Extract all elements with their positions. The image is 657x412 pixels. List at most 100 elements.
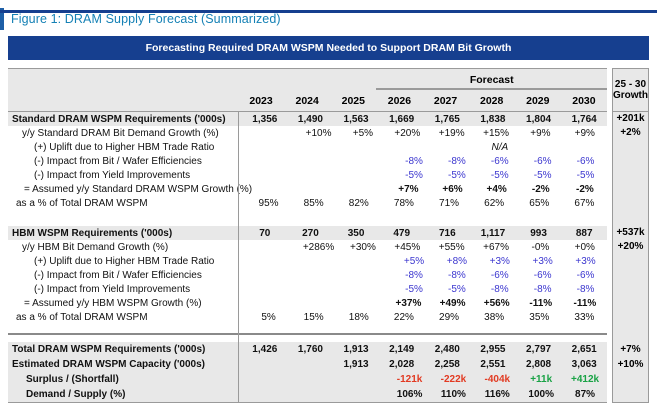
table-row: Surplus / (Shortfall) -121k -222k -404k +11k… <box>8 372 608 387</box>
growth-cell: +201k <box>616 113 645 124</box>
value-cell: +56% <box>483 297 510 309</box>
forecast-header-cols: Forecast <box>238 69 608 90</box>
value-cell: 29% <box>439 311 460 323</box>
row-label: y/y Standard DRAM Bit Demand Growth (%) <box>22 127 219 139</box>
forecast-header-row: Forecast <box>8 69 608 90</box>
value-cell: 2,149 <box>389 344 415 355</box>
row-values: 1,356 1,490 1,563 1,669 1,765 1,838 1,804 1,764 <box>242 112 607 126</box>
value-cell: +3% <box>489 255 510 267</box>
value-cell: 2,480 <box>434 344 460 355</box>
value-cell: +3% <box>532 255 553 267</box>
value-cell: -5% <box>490 169 509 181</box>
table-row: (+) Uplift due to Higher HBM Trade Ratio… <box>8 140 607 154</box>
row-values: +7% +6% +4% -2% -2% <box>254 182 607 196</box>
row-values: 95% 85% 82% 78% 71% 62% 65% 67% <box>246 196 607 210</box>
table-body: Standard DRAM WSPM Requirements ('000s) 1… <box>8 112 608 403</box>
value-cell: 2,955 <box>480 344 506 355</box>
value-cell: 1,117 <box>480 227 506 239</box>
growth-cell <box>613 168 648 182</box>
growth-box-body: +201k +2% +537k +20% +7% +10% <box>613 112 648 402</box>
forecast-table: Forecast 2023 2024 2025 2026 2027 2028 2029 203… <box>8 68 649 403</box>
value-cell: +10% <box>305 127 332 139</box>
year-header-cells: 2023 2024 2025 2026 2027 2028 2029 2030 <box>238 95 607 107</box>
row-label: as a % of Total DRAM WSPM <box>16 197 148 209</box>
value-cell: 1,669 <box>389 113 415 125</box>
table-row: = Assumed y/y Standard DRAM WSPM Growth … <box>8 182 607 196</box>
value-cell: 78% <box>393 197 414 209</box>
value-cell: -6% <box>490 155 509 167</box>
row-label: (+) Uplift due to Higher HBM Trade Ratio <box>34 141 215 153</box>
row-label: Estimated DRAM WSPM Capacity ('000s) <box>12 359 205 370</box>
value-cell: 2,028 <box>389 359 415 370</box>
value-cell: +7% <box>398 183 419 195</box>
row-values: 1,913 2,028 2,258 2,551 2,808 3,063 <box>242 357 607 372</box>
year-column-header: 2027 <box>433 94 458 107</box>
table-row: (-) Impact from Yield Improvements -5% -5%… <box>8 282 607 296</box>
growth-cell <box>613 140 648 154</box>
row-values: -5% -5% -8% -8% -8% <box>264 282 607 296</box>
value-cell: -6% <box>533 269 552 281</box>
table-banner: Forecasting Required DRAM WSPM Needed to… <box>8 36 649 60</box>
value-cell: -8% <box>448 269 466 281</box>
value-cell: -6% <box>533 155 552 167</box>
value-cell: -8% <box>576 283 595 295</box>
growth-section-gap <box>613 210 648 226</box>
year-column-header: 2030 <box>572 94 596 107</box>
value-cell: -5% <box>405 283 423 295</box>
value-cell: N/A <box>491 141 509 153</box>
value-cell: -6% <box>576 155 595 167</box>
value-cell: +30% <box>350 241 376 253</box>
value-cell: 106% <box>396 389 423 400</box>
row-values: +286% +30% +45% +55% +67% -0% +0% <box>252 240 607 254</box>
value-cell: 87% <box>575 389 596 400</box>
value-cell: +0% <box>574 241 595 253</box>
growth-cell <box>613 282 648 296</box>
value-cell: -11% <box>529 297 553 309</box>
growth-cell: +2% <box>620 127 641 138</box>
growth-cell <box>613 182 648 196</box>
table-row: HBM WSPM Requirements ('000s) 70 270 350 479… <box>8 226 608 240</box>
value-cell: +67% <box>483 241 509 253</box>
value-cell: -5% <box>576 169 595 181</box>
value-cell: -11% <box>573 297 597 309</box>
table-row: as a % of Total DRAM WSPM 95% 85% 82% 78% 71%… <box>8 196 607 210</box>
value-cell: 1,760 <box>297 344 323 355</box>
row-label: as a % of Total DRAM WSPM <box>16 311 148 323</box>
value-cell: 110% <box>440 389 466 400</box>
value-cell: 350 <box>347 227 365 239</box>
value-cell: 67% <box>574 197 595 209</box>
value-cell: 1,765 <box>434 113 460 125</box>
value-cell: 85% <box>303 197 324 209</box>
table-row: = Assumed y/y HBM WSPM Growth (%) +37% +49… <box>8 296 607 310</box>
forecast-span-label: Forecast <box>376 69 608 90</box>
row-values: -121k -222k -404k +11k +412k <box>256 372 607 387</box>
growth-cell: +7% <box>620 344 641 355</box>
value-cell: +412k <box>571 374 600 385</box>
year-column-header: 2023 <box>249 94 273 107</box>
growth-cell <box>613 387 648 402</box>
growth-cell: +20% <box>617 241 644 252</box>
value-cell: 95% <box>258 197 279 209</box>
table-row: Total DRAM WSPM Requirements ('000s) 1,42… <box>8 342 608 357</box>
row-label: y/y HBM Bit Demand Growth (%) <box>22 241 169 253</box>
row-label: Demand / Supply (%) <box>26 389 126 400</box>
row-values: 106% 110% 116% 100% 87% <box>256 387 607 402</box>
value-cell: -0% <box>531 241 550 253</box>
value-cell: +5% <box>403 255 425 267</box>
row-values: -8% -8% -6% -6% -6% <box>264 154 607 168</box>
table-row: Estimated DRAM WSPM Capacity ('000s) 1,91… <box>8 357 608 372</box>
value-cell: +11k <box>530 374 553 385</box>
growth-cell <box>613 154 648 168</box>
divider-rule <box>8 333 608 335</box>
value-cell: 2,258 <box>434 359 460 370</box>
value-cell: 65% <box>529 197 550 209</box>
value-cell: 1,838 <box>480 113 506 125</box>
section-divider <box>8 324 608 342</box>
value-cell: +9% <box>530 127 551 139</box>
value-cell: -121k <box>396 374 423 385</box>
value-cell: 1,913 <box>343 344 369 355</box>
growth-cell <box>613 268 648 282</box>
value-cell: -5% <box>405 169 423 181</box>
table-row: (-) Impact from Bit / Wafer Efficiencies… <box>8 154 607 168</box>
value-cell: 18% <box>348 311 369 323</box>
